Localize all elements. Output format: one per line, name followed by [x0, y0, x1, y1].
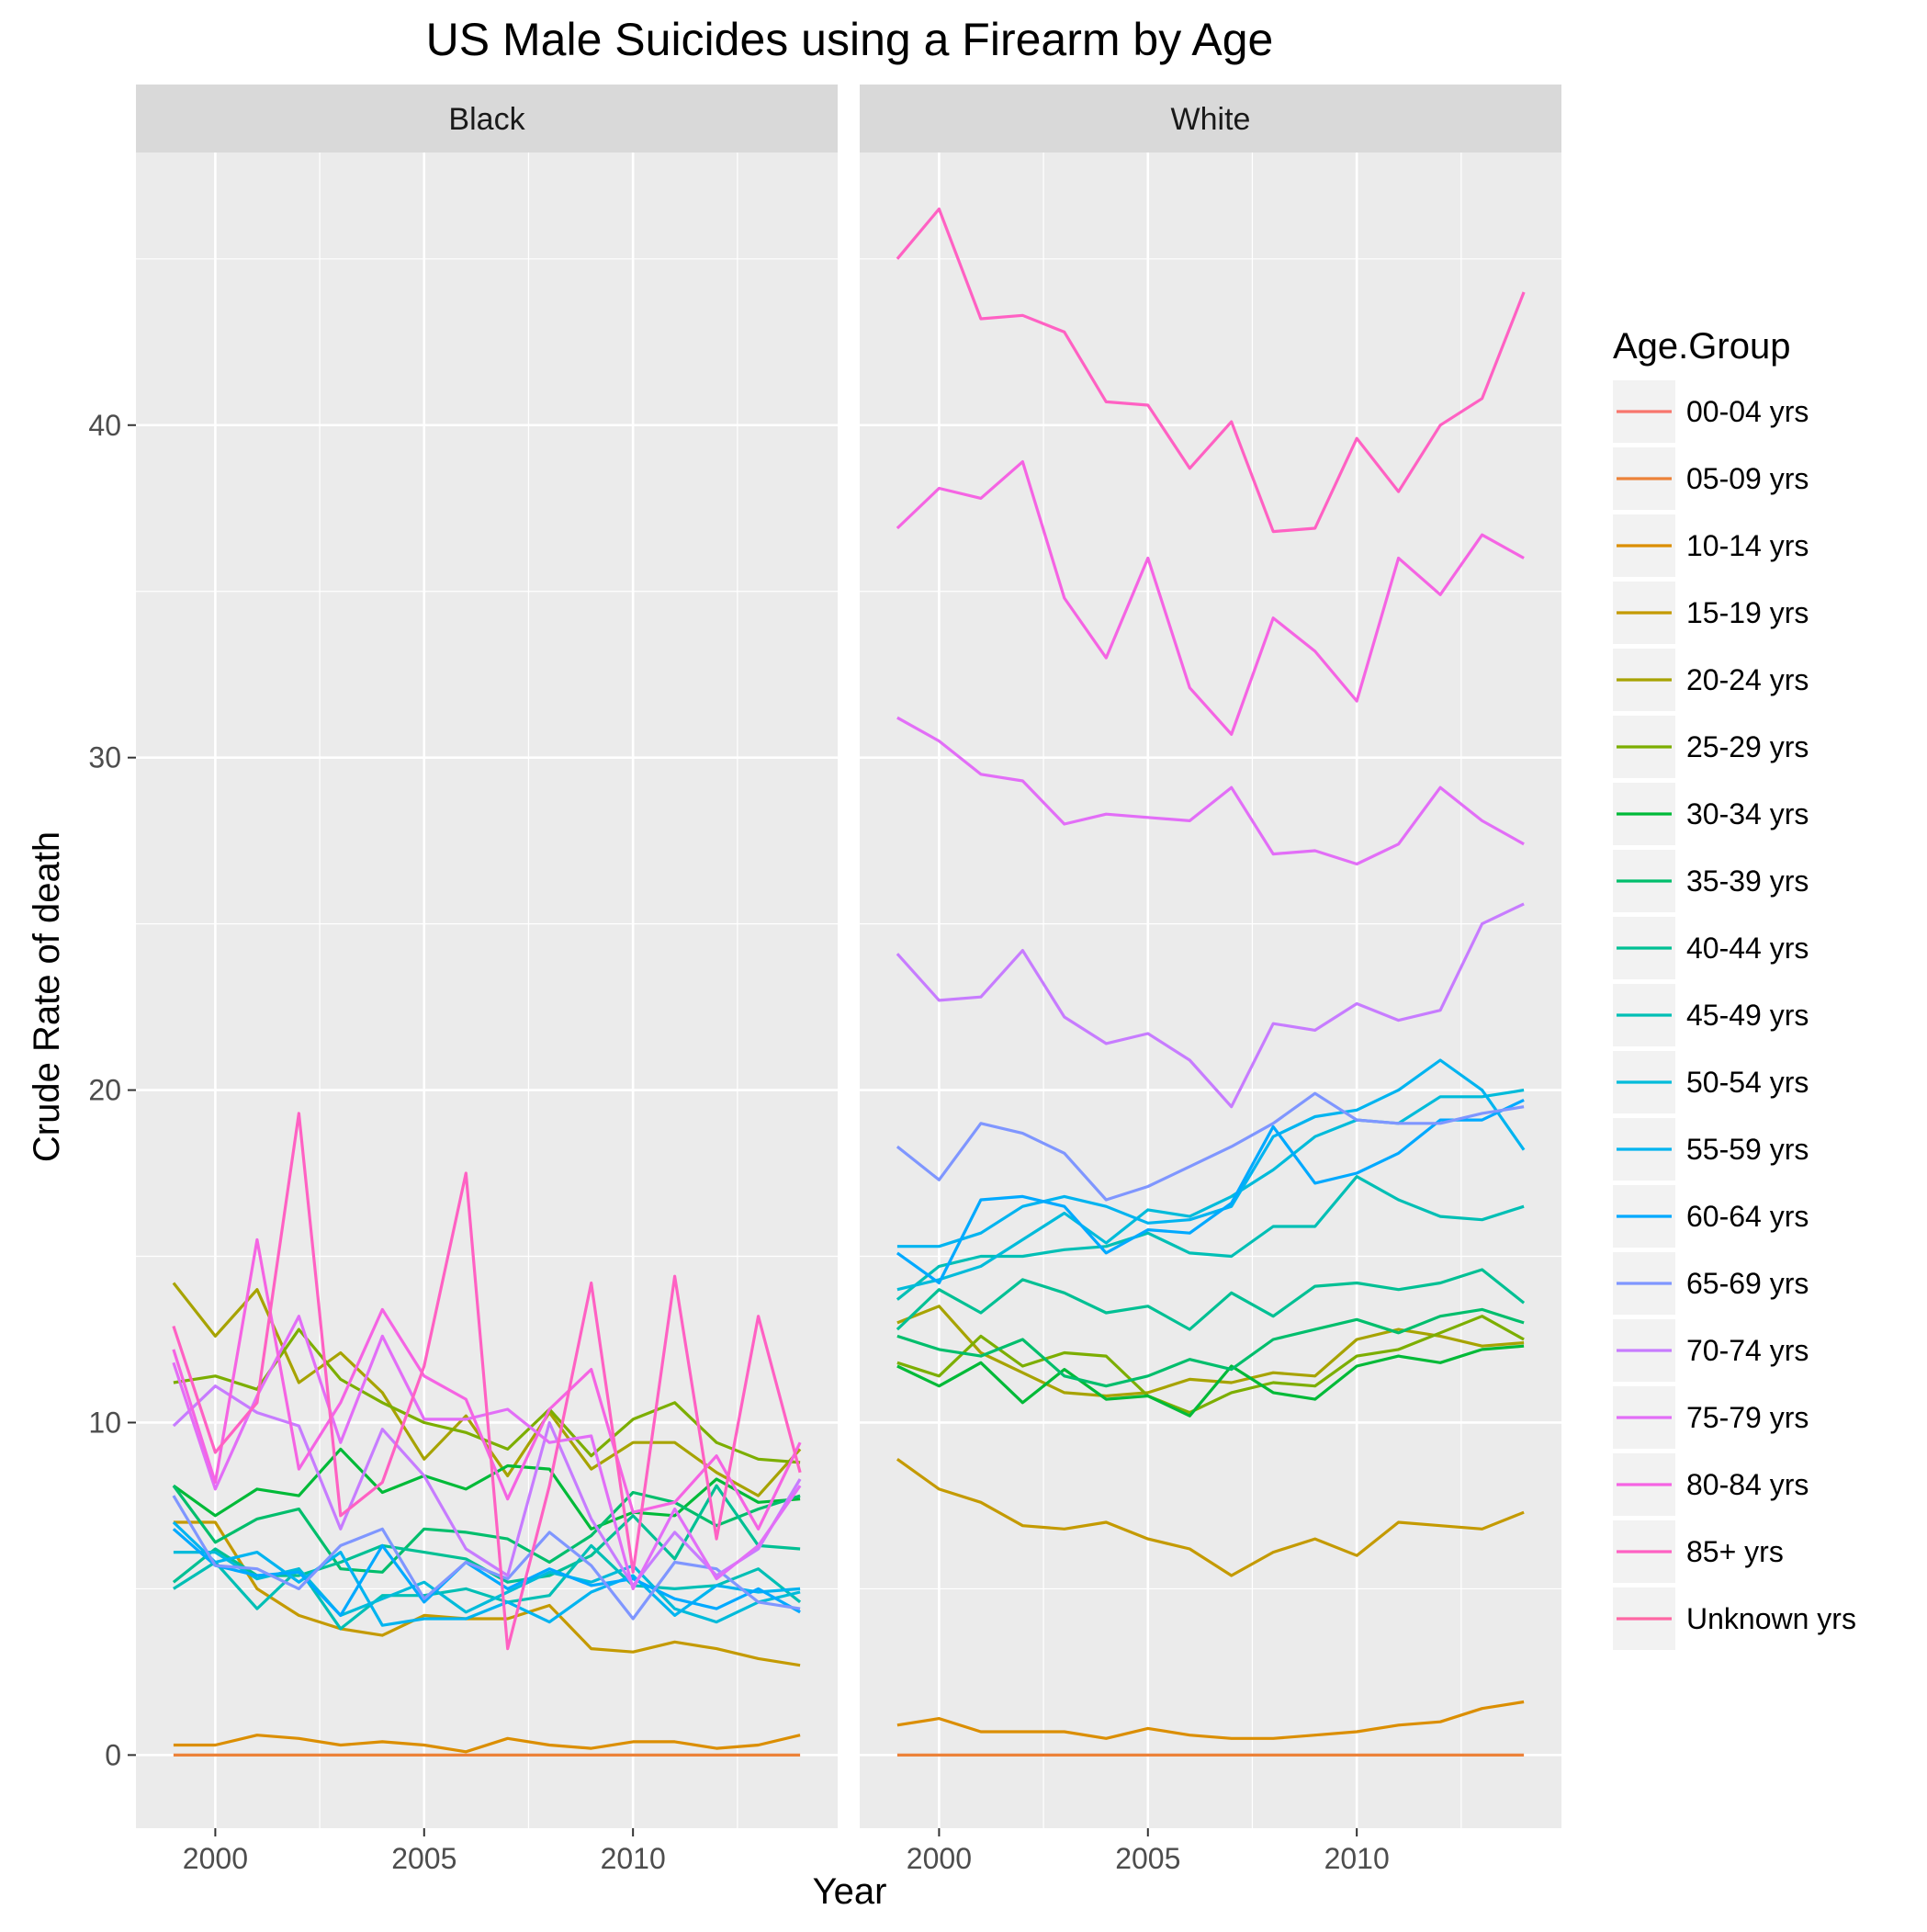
y-tick-label: 0 — [105, 1738, 121, 1771]
legend-item: 75-79 yrs — [1613, 1386, 1809, 1449]
series-line-60-64-yrs — [896, 1098, 1525, 1285]
legend-label: 65-69 yrs — [1686, 1267, 1809, 1300]
series-line-30-34-yrs — [172, 1447, 801, 1531]
legend-label: 60-64 yrs — [1686, 1200, 1809, 1233]
legend-label: 05-09 yrs — [1686, 462, 1809, 495]
series-line-35-39-yrs — [896, 1307, 1525, 1388]
series-line-50-54-yrs — [896, 1089, 1525, 1292]
x-tick-label: 2010 — [1324, 1842, 1390, 1875]
series-line-45-49-yrs — [896, 1175, 1525, 1301]
series-line-75-79-yrs — [896, 716, 1525, 866]
series-line-15-19-yrs — [896, 1457, 1525, 1577]
legend-label: 55-59 yrs — [1686, 1133, 1809, 1166]
legend-label: 75-79 yrs — [1686, 1401, 1809, 1434]
series-line-15-19-yrs — [173, 1520, 801, 1667]
legend-item: 00-04 yrs — [1613, 380, 1809, 443]
legend-label: 25-29 yrs — [1686, 730, 1809, 763]
legend-item: 15-19 yrs — [1613, 582, 1809, 644]
legend-label: 70-74 yrs — [1686, 1334, 1809, 1367]
y-axis-label: Crude Rate of death — [27, 831, 67, 1162]
facet-strip-label: White — [1171, 102, 1251, 137]
series-line-20-24-yrs — [896, 1305, 1525, 1398]
series-line-85-yrs — [172, 1112, 802, 1651]
y-tick-label: 20 — [88, 1074, 121, 1107]
x-tick-label: 2010 — [601, 1842, 666, 1875]
series-line-30-34-yrs — [896, 1344, 1525, 1418]
y-tick-label: 30 — [88, 741, 121, 774]
legend-label: 30-34 yrs — [1686, 797, 1809, 830]
x-tick-label: 2000 — [183, 1842, 248, 1875]
series-line-55-59-yrs — [172, 1520, 801, 1627]
legend-label: 45-49 yrs — [1686, 999, 1809, 1032]
legend-item: 65-69 yrs — [1613, 1252, 1809, 1315]
facet-strip — [860, 85, 1561, 153]
legend-label: 00-04 yrs — [1686, 395, 1809, 428]
series-line-35-39-yrs — [172, 1485, 801, 1574]
x-axis-label: Year — [813, 1871, 887, 1912]
legend-title: Age.Group — [1613, 326, 1790, 367]
series-line-45-49-yrs — [173, 1543, 802, 1631]
series-line-60-64-yrs — [172, 1528, 801, 1618]
series-line-65-69-yrs — [172, 1495, 801, 1621]
legend-label: 80-84 yrs — [1686, 1468, 1809, 1501]
legend: Age.Group 00-04 yrs 05-09 yrs 10-14 yrs 15-… — [1613, 326, 1856, 1650]
x-tick-label: 2000 — [907, 1842, 972, 1875]
x-tick-label: 2005 — [1115, 1842, 1180, 1875]
legend-item: 25-29 yrs — [1613, 716, 1809, 778]
series-line-10-14-yrs — [173, 1734, 801, 1754]
series-line-40-44-yrs — [896, 1268, 1526, 1331]
legend-label: Unknown yrs — [1686, 1602, 1856, 1635]
y-tick-label: 10 — [88, 1406, 121, 1439]
x-tick-label: 2005 — [391, 1842, 456, 1875]
panel-background — [136, 153, 838, 1828]
series-line-65-69-yrs — [896, 1091, 1525, 1202]
legend-label: 35-39 yrs — [1686, 864, 1809, 898]
legend-label: 85+ yrs — [1686, 1535, 1784, 1568]
facet-strip — [136, 85, 838, 153]
legend-label: 50-54 yrs — [1686, 1066, 1809, 1099]
panel-black: Black 2000 2005 2010 0 10 20 30 40 — [88, 85, 838, 1875]
chart-title: US Male Suicides using a Firearm by Age — [426, 14, 1274, 65]
series-line-70-74-yrs — [896, 902, 1525, 1109]
y-tick-label: 40 — [88, 409, 121, 442]
legend-item: 45-49 yrs — [1613, 984, 1809, 1046]
legend-item: 35-39 yrs — [1613, 850, 1809, 912]
series-line-25-29-yrs — [896, 1315, 1525, 1415]
series-line-80-84-yrs — [896, 460, 1525, 736]
legend-item: 60-64 yrs — [1613, 1185, 1809, 1248]
facet-panels: Black 2000 2005 2010 0 10 20 30 40 White 2000 2005 2… — [88, 85, 1561, 1875]
legend-item: 55-59 yrs — [1613, 1118, 1809, 1181]
legend-item: 80-84 yrs — [1613, 1453, 1809, 1516]
legend-item: 40-44 yrs — [1613, 917, 1809, 979]
legend-label: 20-24 yrs — [1686, 663, 1809, 696]
legend-item: 30-34 yrs — [1613, 783, 1809, 845]
legend-label: 15-19 yrs — [1686, 596, 1809, 629]
legend-item: 20-24 yrs — [1613, 649, 1809, 711]
legend-item: 05-09 yrs — [1613, 447, 1809, 510]
legend-item: 50-54 yrs — [1613, 1051, 1809, 1113]
legend-item: 85+ yrs — [1613, 1520, 1784, 1583]
panel-background — [860, 153, 1561, 1828]
series-line-70-74-yrs — [172, 1384, 802, 1587]
legend-label: 10-14 yrs — [1686, 529, 1809, 562]
legend-item: Unknown yrs — [1613, 1587, 1856, 1650]
panel-white: White 2000 2005 2010 — [860, 85, 1561, 1875]
legend-item: 70-74 yrs — [1613, 1319, 1809, 1382]
legend-item: 10-14 yrs — [1613, 514, 1809, 577]
series-line-55-59-yrs — [896, 1058, 1526, 1248]
series-line-80-84-yrs — [172, 1237, 802, 1531]
series-line-85-yrs — [896, 207, 1526, 534]
legend-label: 40-44 yrs — [1686, 932, 1809, 965]
series-line-10-14-yrs — [896, 1700, 1525, 1740]
facet-strip-label: Black — [448, 102, 525, 137]
